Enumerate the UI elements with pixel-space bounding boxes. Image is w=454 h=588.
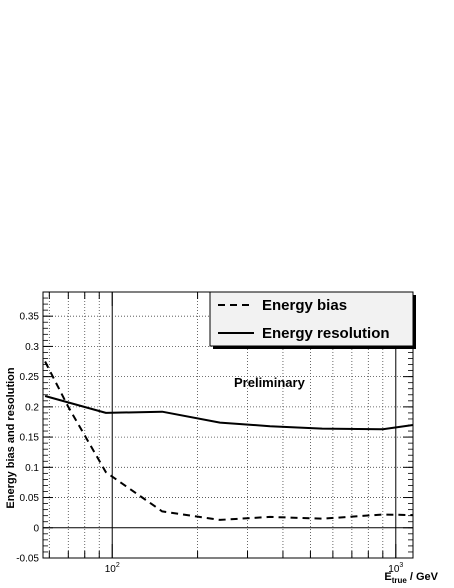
y-tick-label: 0.2	[25, 402, 39, 413]
y-tick-label: 0.3	[25, 342, 39, 353]
y-axis-label: Energy bias and resolution	[5, 367, 17, 508]
series-line-energy-bias	[44, 361, 414, 521]
x-tick-label-base: 10	[105, 564, 117, 575]
legend: Energy bias Energy resolution	[209, 291, 416, 349]
legend-label-energy-bias: Energy bias	[262, 297, 347, 314]
x-axis-label: Etrue / GeV	[384, 571, 438, 585]
y-tick-label: 0.35	[20, 312, 40, 323]
y-tick-label: 0.15	[20, 433, 40, 444]
y-tick-label: 0.05	[20, 493, 40, 504]
preliminary-annotation: Preliminary	[234, 375, 306, 390]
y-tick-label: 0.1	[25, 463, 39, 474]
x-axis-label-main: E	[384, 571, 391, 583]
series-line-energy-resolution	[44, 395, 414, 431]
x-tick-label-base: 10	[388, 564, 400, 575]
legend-label-energy-resolution: Energy resolution	[262, 325, 390, 342]
y-tick-label: 0	[33, 523, 39, 534]
legend-box	[209, 291, 414, 347]
x-tick-label: 103	[388, 562, 403, 575]
x-axis-label-rest: / GeV	[407, 571, 439, 583]
y-tick-label: 0.25	[20, 372, 40, 383]
x-axis-label-sub: true	[392, 576, 408, 585]
x-tick-label: 102	[105, 562, 120, 575]
y-tick-label: -0.05	[16, 554, 39, 565]
x-tick-label-exponent: 2	[116, 562, 120, 569]
x-tick-label-exponent: 3	[399, 562, 403, 569]
series-layer	[44, 361, 414, 521]
